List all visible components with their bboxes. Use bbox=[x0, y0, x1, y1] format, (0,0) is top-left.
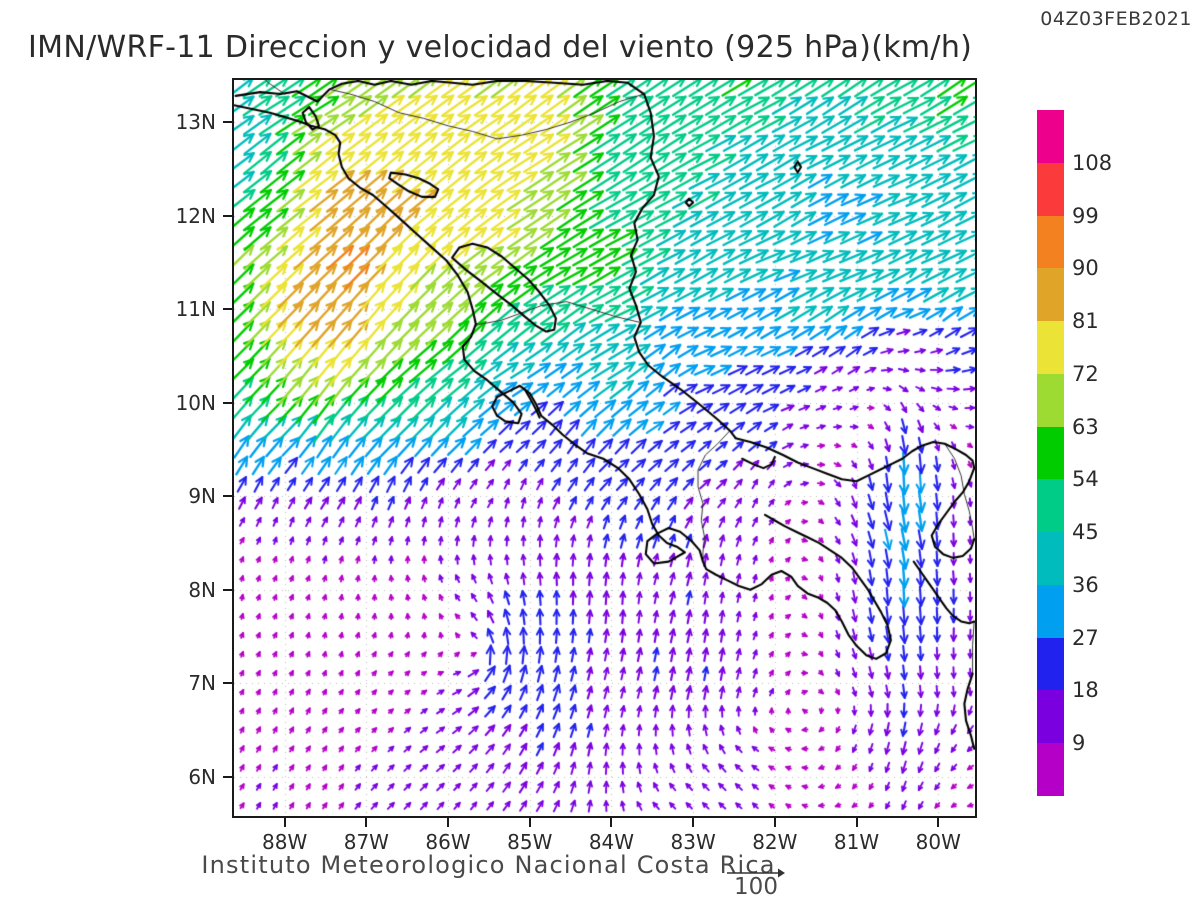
reference-vector-arrow bbox=[727, 868, 785, 878]
x-axis-tick bbox=[365, 818, 368, 827]
colorbar-tick-label: 99 bbox=[1072, 203, 1099, 228]
speed-colorbar[interactable] bbox=[1037, 110, 1064, 796]
colorbar-tick-label: 45 bbox=[1072, 520, 1099, 545]
colorbar-tick-label: 90 bbox=[1072, 256, 1099, 281]
colorbar-band[interactable] bbox=[1037, 162, 1064, 216]
y-axis-label: 8N bbox=[188, 577, 216, 602]
coastline-overlay bbox=[234, 80, 975, 816]
colorbar-band[interactable] bbox=[1037, 268, 1064, 322]
colorbar-tick-label: 9 bbox=[1072, 731, 1086, 756]
x-axis-tick bbox=[773, 818, 776, 827]
footer-credit: Instituto Meteorologico Nacional Costa R… bbox=[201, 851, 776, 879]
colorbar-tick-label: 81 bbox=[1072, 309, 1099, 334]
y-axis-label: 10N bbox=[175, 390, 216, 415]
y-axis-tick bbox=[223, 401, 232, 404]
y-axis-label: 7N bbox=[188, 671, 216, 696]
colorbar-band[interactable] bbox=[1037, 637, 1064, 691]
y-axis-tick bbox=[223, 214, 232, 217]
colorbar-band[interactable] bbox=[1037, 110, 1064, 163]
x-axis-tick bbox=[937, 818, 940, 827]
y-axis-tick bbox=[223, 588, 232, 591]
y-axis-tick bbox=[223, 682, 232, 685]
x-axis-label: 84W bbox=[588, 830, 635, 854]
colorbar-tick-label: 63 bbox=[1072, 414, 1099, 439]
x-axis-tick bbox=[692, 818, 695, 827]
x-axis-label: 81W bbox=[833, 830, 880, 854]
y-axis-label: 6N bbox=[188, 764, 216, 789]
y-axis-tick bbox=[223, 308, 232, 311]
colorbar-tick-label: 72 bbox=[1072, 361, 1099, 386]
y-axis-label: 12N bbox=[175, 203, 216, 228]
x-axis-tick bbox=[283, 818, 286, 827]
x-axis-label: 83W bbox=[670, 830, 716, 854]
x-axis-label: 86W bbox=[425, 830, 471, 854]
y-axis-tick bbox=[223, 495, 232, 498]
colorbar-band[interactable] bbox=[1037, 426, 1064, 480]
colorbar-tick-label: 18 bbox=[1072, 678, 1099, 703]
page-title: IMN/WRF-11 Direccion y velocidad del vie… bbox=[28, 30, 973, 65]
x-axis-label: 85W bbox=[507, 830, 553, 854]
y-axis-label: 13N bbox=[175, 110, 216, 135]
y-axis-tick bbox=[223, 775, 232, 778]
x-axis-tick bbox=[528, 818, 531, 827]
colorbar-band[interactable] bbox=[1037, 479, 1064, 533]
x-axis-label: 82W bbox=[752, 830, 798, 854]
x-axis-tick bbox=[855, 818, 858, 827]
colorbar-tick-label: 36 bbox=[1072, 572, 1099, 597]
x-axis-label: 88W bbox=[262, 830, 308, 854]
reference-vector-label: 100 bbox=[734, 874, 778, 900]
colorbar-band[interactable] bbox=[1037, 690, 1064, 744]
y-axis-label: 11N bbox=[175, 297, 216, 322]
colorbar-tick-label: 54 bbox=[1072, 467, 1099, 492]
x-axis-tick bbox=[610, 818, 613, 827]
x-axis-label: 87W bbox=[343, 830, 389, 854]
y-axis-label: 9N bbox=[188, 484, 216, 509]
colorbar-band[interactable] bbox=[1037, 215, 1064, 269]
colorbar-band[interactable] bbox=[1037, 321, 1064, 374]
y-axis-tick bbox=[223, 121, 232, 124]
colorbar-band[interactable] bbox=[1037, 584, 1064, 638]
colorbar-tick-label: 108 bbox=[1072, 150, 1113, 175]
forecast-timestamp: 04Z03FEB2021 bbox=[1040, 8, 1192, 30]
x-axis-tick bbox=[447, 818, 450, 827]
colorbar-band[interactable] bbox=[1037, 532, 1064, 585]
x-axis-label: 80W bbox=[915, 830, 961, 854]
map-plot-area[interactable] bbox=[232, 78, 977, 818]
colorbar-band[interactable] bbox=[1037, 373, 1064, 427]
colorbar-tick-label: 27 bbox=[1072, 625, 1099, 650]
colorbar-band[interactable] bbox=[1037, 743, 1064, 796]
